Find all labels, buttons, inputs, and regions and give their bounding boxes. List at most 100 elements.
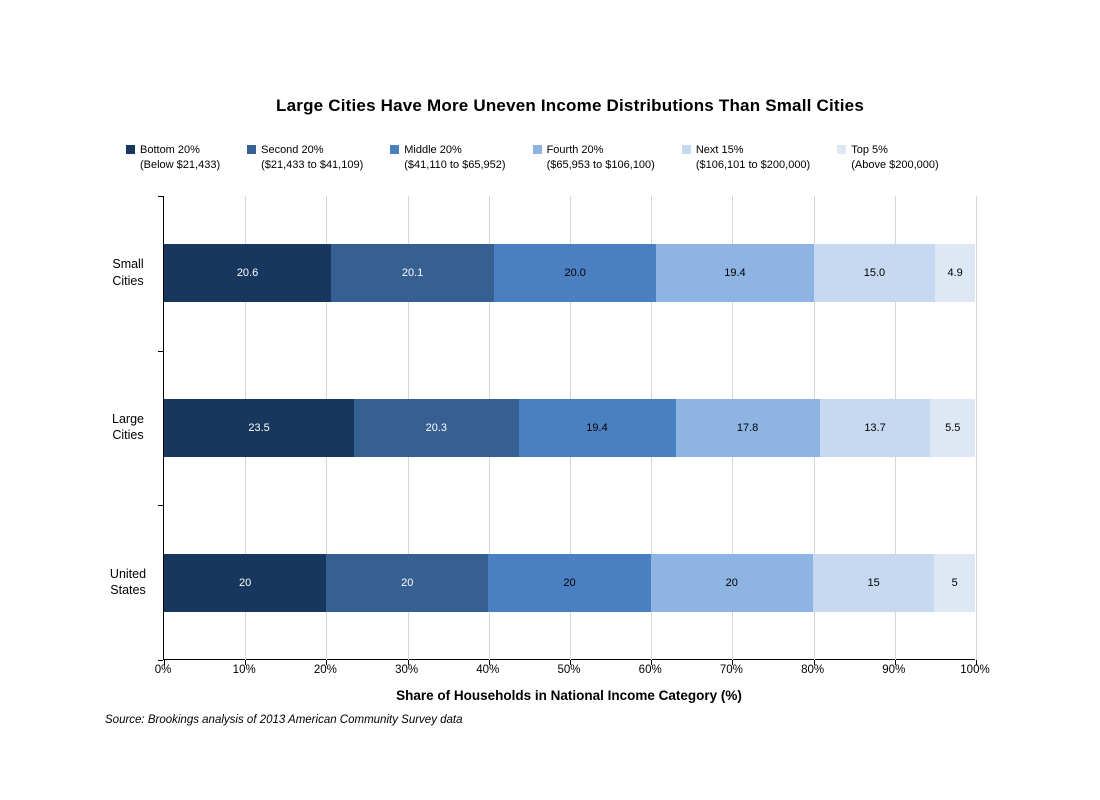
x-tick-mark [407,660,409,665]
legend-swatch [390,145,400,154]
legend-label: Middle 20% ($41,110 to $65,952) [404,143,505,172]
plot-area: 20.6 20.1 20.0 19.4 15.0 4.9 23.5 20.3 19.4 17.8 1… [158,196,977,665]
data-label: 13.7 [864,422,886,434]
data-label: 20 [401,576,414,589]
legend-series-name: Top 5% [851,144,888,156]
gridline [976,196,977,660]
legend-series-name: Second 20% [261,144,324,156]
x-tick-label: 50% [557,664,581,676]
bar-segment: 15 [812,553,935,612]
x-tick-label: 0% [154,664,172,676]
bar-segment: 5 [934,553,976,612]
x-tick-mark [976,660,977,665]
legend-item: Second 20% ($21,433 to $41,109) [247,143,363,172]
bar-segment: 20.0 [494,244,657,303]
x-tick-mark [570,660,571,665]
legend-swatch [126,145,135,154]
bar-segment: 19.4 [656,244,814,303]
legend-label: Bottom 20% (Below $21,433) [140,143,220,172]
x-tick-label: 30% [395,664,419,676]
legend: Bottom 20% (Below $21,433) Second 20% ($21,… [126,143,939,172]
x-tick-mark [651,660,653,665]
bar-segment: 15.0 [813,244,936,303]
data-label: 20.6 [236,267,259,280]
bar-segment: 20.3 [354,399,519,457]
legend-swatch [837,145,847,154]
x-axis-title: Share of Households in National Income C… [396,688,742,703]
legend-item: Top 5% (Above $200,000) [837,143,939,172]
x-tick-label: 60% [638,664,662,676]
data-label: 20.0 [564,267,586,280]
legend-series-range: ($21,433 to $41,109) [261,158,364,171]
legend-series-range: ($41,110 to $65,952) [404,158,506,171]
x-tick-mark [488,660,490,665]
y-tick-mark [158,350,163,352]
legend-series-range: ($65,953 to $106,100) [546,158,655,171]
data-label: 23.5 [248,422,270,434]
category-label-line: Large [112,412,144,426]
category-label: Small Cities [63,256,193,289]
legend-series-name: Next 15% [695,144,744,156]
bar-segment: 20.6 [164,244,332,303]
data-label: 5.5 [945,422,961,434]
x-tick-mark [326,660,328,665]
bar-segment: 20 [488,553,651,612]
bar-segment: 19.4 [518,399,676,457]
legend-series-range: ($106,101 to $200,000) [695,158,811,171]
data-label: 20.3 [425,422,448,434]
category-label-line: Cities [112,428,144,443]
x-tick-label: 10% [232,664,256,676]
legend-label: Fourth 20% ($65,953 to $106,100) [547,143,655,172]
legend-item: Middle 20% ($41,110 to $65,952) [390,143,506,172]
bar-segment: 5.5 [930,399,975,457]
stacked-bar: 23.5 20.3 19.4 17.8 13.7 5.5 [164,399,975,457]
data-label: 15 [867,576,880,589]
x-tick-label: 70% [719,664,743,676]
x-tick-mark [813,660,815,665]
legend-series-name: Middle 20% [404,144,462,156]
legend-series-name: Fourth 20% [546,144,604,156]
legend-label: Top 5% (Above $200,000) [851,143,938,172]
legend-label: Next 15% ($106,101 to $200,000) [696,143,810,172]
data-label: 20 [238,576,252,589]
legend-series-range: (Above $200,000) [851,158,939,171]
bar-segment: 20 [164,553,327,612]
stacked-bar: 20 20 20 20 15 5 [164,553,976,612]
data-label: 5 [951,576,958,589]
bar-segment: 4.9 [935,244,975,303]
bar-segment: 17.8 [675,399,820,457]
x-tick-label: 100% [960,664,990,676]
y-tick-mark [158,505,163,507]
bar-segment: 13.7 [819,399,931,457]
category-label: Large Cities [63,411,193,444]
legend-series-range: (Below $21,433) [140,158,221,171]
x-tick-label: 40% [476,664,500,676]
y-tick-mark [158,660,163,661]
legend-swatch [681,145,691,154]
data-label: 17.8 [736,422,759,434]
bar-segment: 23.5 [164,399,355,457]
x-tick-label: 20% [313,664,337,676]
data-label: 15.0 [863,267,886,280]
x-tick-mark [245,660,247,665]
y-tick-mark [158,196,163,197]
data-label: 20 [563,576,576,589]
category-label-line: United [109,566,147,581]
stacked-bar: 20.6 20.1 20.0 19.4 15.0 4.9 [164,244,975,303]
category-label: United States [63,566,193,599]
x-tick-mark [164,660,165,665]
legend-series-name: Bottom 20% [140,144,200,156]
data-label: 20.1 [401,267,424,280]
legend-item: Next 15% ($106,101 to $200,000) [681,143,810,172]
bar-segment: 20 [326,553,489,612]
x-tick-mark [894,660,896,665]
legend-item: Fourth 20% ($65,953 to $106,100) [532,143,655,172]
category-label-line: States [110,582,146,597]
category-label-line: Small [112,257,144,272]
source-note: Source: Brookings analysis of 2013 Ameri… [105,714,463,726]
data-label: 4.9 [947,267,963,280]
x-tick-label: 80% [801,664,825,676]
legend-label: Second 20% ($21,433 to $41,109) [261,143,363,172]
legend-item: Bottom 20% (Below $21,433) [126,143,220,172]
